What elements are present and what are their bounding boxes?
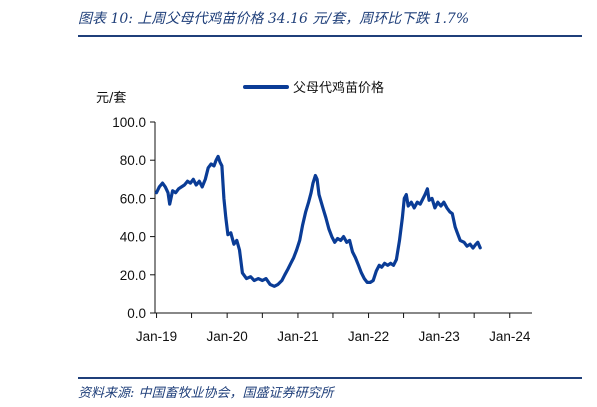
top-rule <box>78 35 582 37</box>
x-ticks: Jan-19 Jan-20 Jan-21 Jan-22 Jan-23 Jan-24 <box>136 313 531 344</box>
y-tick-label: 0.0 <box>127 306 146 321</box>
chart-axes <box>154 122 532 314</box>
legend-label: 父母代鸡苗价格 <box>293 80 384 96</box>
y-tick-label: 40.0 <box>120 230 146 245</box>
y-tick-label: 60.0 <box>120 191 146 206</box>
x-tick-label: Jan-20 <box>207 329 248 344</box>
legend: 父母代鸡苗价格 <box>243 80 384 96</box>
y-tick-label: 80.0 <box>120 153 146 168</box>
bottom-rule <box>78 377 582 379</box>
x-tick-label: Jan-23 <box>419 329 460 344</box>
y-tick-label: 100.0 <box>112 115 146 130</box>
x-tick-label: Jan-21 <box>277 329 318 344</box>
series-group <box>154 154 482 288</box>
figure-source: 资料来源: 中国畜牧业协会，国盛证券研究所 <box>78 386 334 401</box>
y-axis-unit-label: 元/套 <box>96 90 126 106</box>
y-tick-label: 20.0 <box>120 268 146 283</box>
y-ticks: 0.0 20.0 40.0 60.0 80.0 100.0 <box>112 115 155 321</box>
series-line <box>154 154 482 288</box>
figure-title: 图表 10: 上周父母代鸡苗价格 34.16 元/套，周环比下跌 1.7% <box>78 11 470 27</box>
x-tick-label: Jan-22 <box>348 329 389 344</box>
x-tick-label: Jan-24 <box>489 329 531 344</box>
x-tick-label: Jan-19 <box>136 329 177 344</box>
